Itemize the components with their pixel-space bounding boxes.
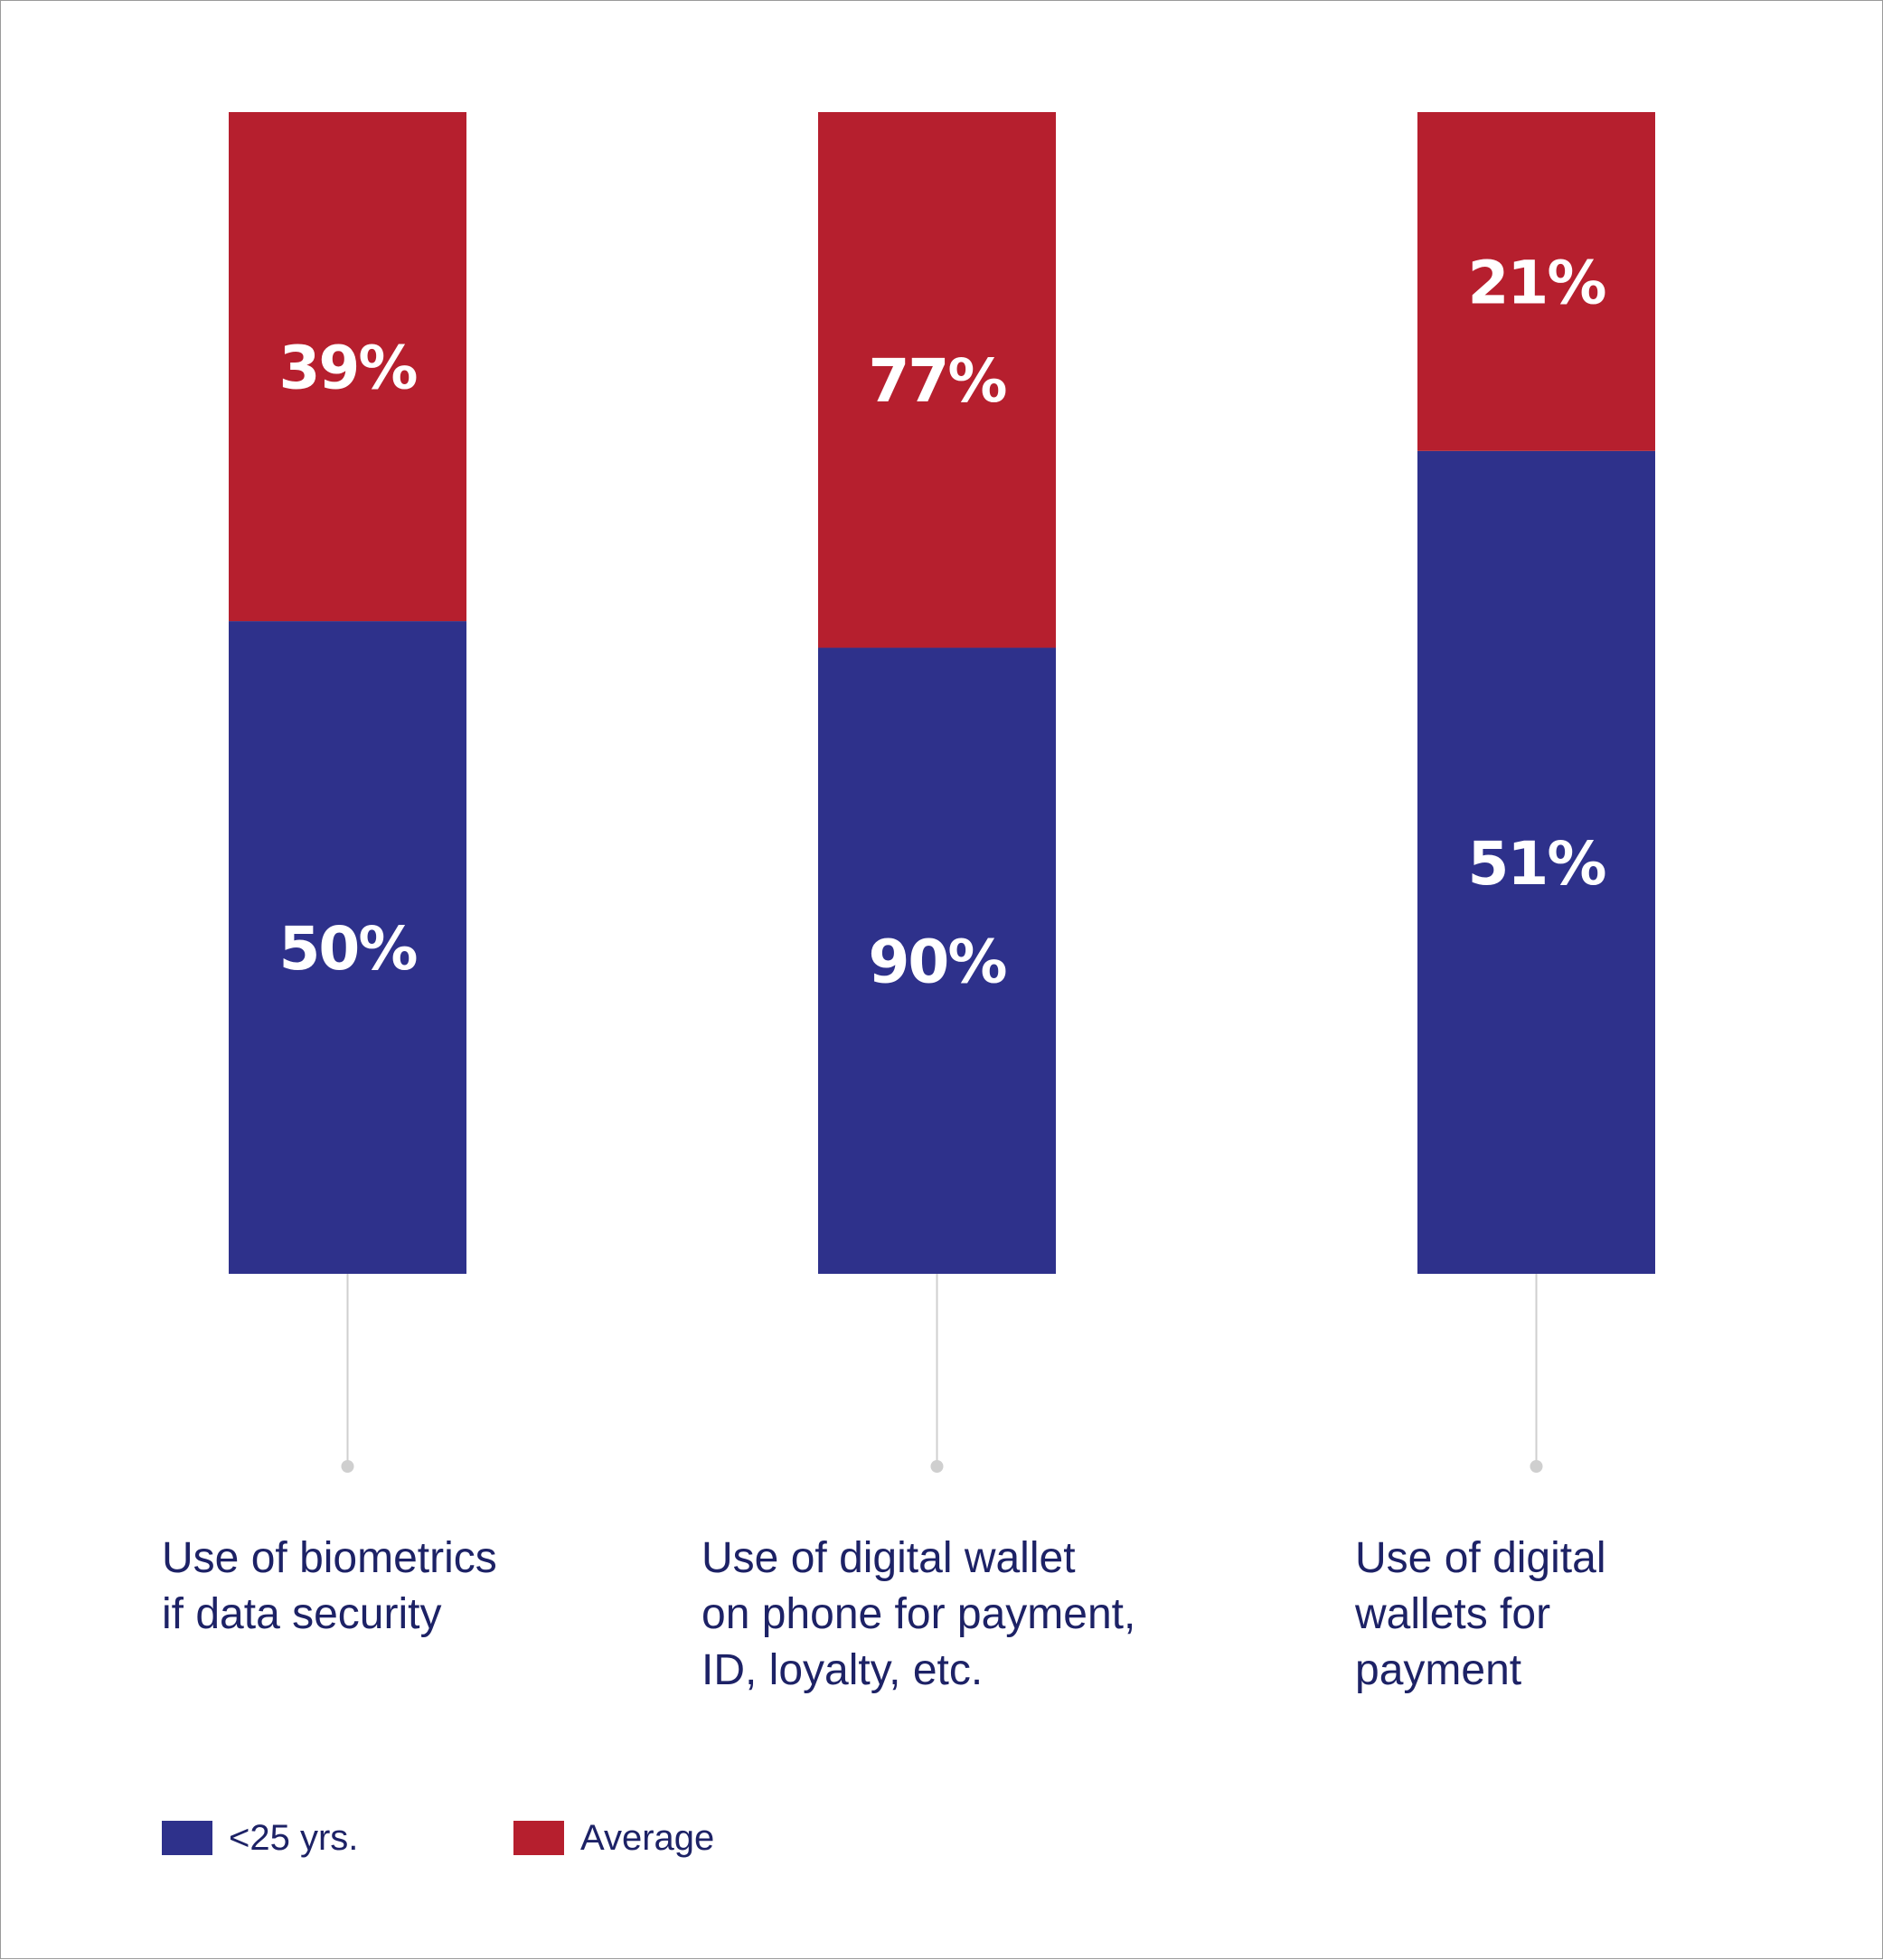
legend-swatch-under25 <box>162 1821 212 1855</box>
bar-segment-average-2 <box>1417 112 1655 451</box>
category-label-digital-wallets-payment: Use of digital wallets for payment <box>1355 1534 1606 1694</box>
legend-item-average: Average <box>513 1817 715 1858</box>
data-label-average-1: 77% <box>869 346 1007 416</box>
connector-dot-1 <box>930 1460 944 1473</box>
data-label-average-2: 21% <box>1468 248 1606 317</box>
legend-label-under25: <25 yrs. <box>229 1817 359 1858</box>
data-label-average-0: 39% <box>279 334 418 403</box>
data-label-under25-1: 90% <box>869 928 1007 997</box>
bar-segment-under25-2 <box>1417 450 1655 1275</box>
connector-dot-2 <box>1530 1460 1543 1473</box>
connector-dot-0 <box>341 1460 354 1473</box>
data-label-under25-0: 50% <box>279 914 418 984</box>
bar-segment-average-1 <box>818 112 1056 648</box>
data-label-under25-2: 51% <box>1468 829 1606 899</box>
bar-segment-average-0 <box>229 112 466 622</box>
category-label-biometrics: Use of biometrics if data security <box>162 1534 497 1638</box>
category-label-digital-wallet-phone: Use of digital wallet on phone for payme… <box>701 1534 1136 1694</box>
bar-segment-under25-1 <box>818 647 1056 1274</box>
legend-item-under25: <25 yrs. <box>162 1817 359 1858</box>
legend-label-average: Average <box>580 1817 715 1858</box>
legend-swatch-average <box>513 1821 564 1855</box>
bar-segment-under25-0 <box>229 621 466 1274</box>
